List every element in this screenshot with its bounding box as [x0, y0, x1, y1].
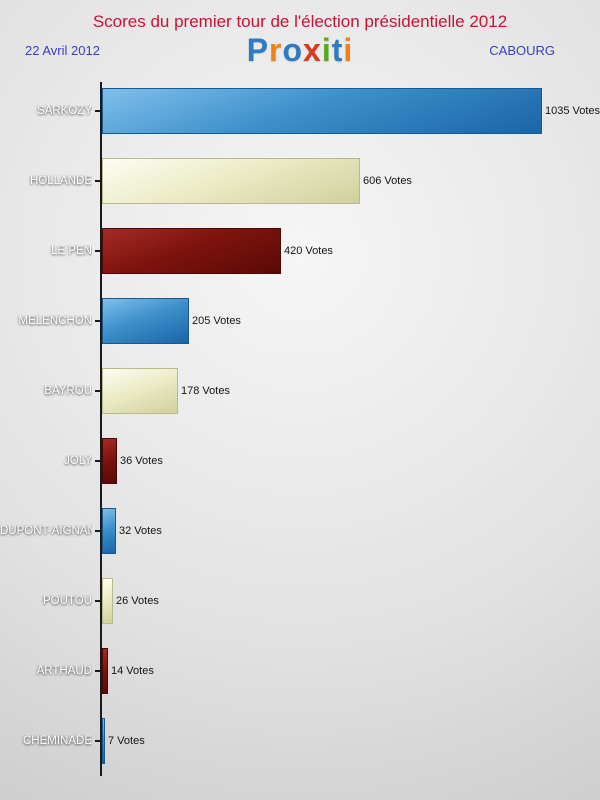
bar-chart: SARKOZY 1035 Votes HOLLANDE 606 Votes LE…: [0, 76, 600, 776]
bar: [102, 438, 117, 484]
bar-row: ARTHAUD 14 Votes: [0, 636, 600, 706]
axis-tick-icon: [95, 530, 100, 532]
value-label: 36 Votes: [120, 455, 163, 467]
candidate-label: POUTOU: [43, 595, 92, 607]
axis-tick-icon: [95, 250, 100, 252]
bar-row: LE PEN 420 Votes: [0, 216, 600, 286]
proxiti-logo: Proxiti: [0, 32, 600, 69]
bar: [102, 298, 189, 344]
logo-letter: i: [343, 32, 354, 68]
bar-rows: SARKOZY 1035 Votes HOLLANDE 606 Votes LE…: [0, 76, 600, 776]
bar-track: 36 Votes: [102, 426, 600, 496]
bar-row: HOLLANDE 606 Votes: [0, 146, 600, 216]
value-label: 606 Votes: [363, 175, 412, 187]
bar: [102, 368, 178, 414]
axis-tick-icon: [95, 600, 100, 602]
candidate-label: BAYROU: [44, 385, 92, 397]
bar: [102, 718, 105, 764]
candidate-label: JOLY: [64, 455, 92, 467]
value-label: 420 Votes: [284, 245, 333, 257]
candidate-label: HOLLANDE: [30, 175, 92, 187]
page-title: Scores du premier tour de l'élection pré…: [92, 12, 508, 31]
axis-tick-icon: [95, 460, 100, 462]
bar-track: 32 Votes: [102, 496, 600, 566]
value-label: 7 Votes: [108, 735, 145, 747]
bar-track: 178 Votes: [102, 356, 600, 426]
bar: [102, 508, 116, 554]
logo-letter: t: [331, 32, 344, 68]
bar: [102, 578, 113, 624]
logo-letter: i: [321, 32, 332, 68]
bar-row: DUPONT-AIGNAN 32 Votes: [0, 496, 600, 566]
axis-tick-icon: [95, 320, 100, 322]
bar: [102, 158, 360, 204]
bar: [102, 228, 281, 274]
axis-tick-icon: [95, 110, 100, 112]
axis-tick-icon: [95, 180, 100, 182]
bar-row: POUTOU 26 Votes: [0, 566, 600, 636]
axis-tick-icon: [95, 740, 100, 742]
candidate-label: SARKOZY: [37, 105, 92, 117]
logo-letter: r: [269, 32, 283, 68]
bar-row: CHEMINADE 7 Votes: [0, 706, 600, 776]
candidate-label: MELENCHON: [18, 315, 92, 327]
logo-letter: o: [282, 32, 304, 68]
bar-row: BAYROU 178 Votes: [0, 356, 600, 426]
value-label: 26 Votes: [116, 595, 159, 607]
value-label: 14 Votes: [111, 665, 154, 677]
bar-row: JOLY 36 Votes: [0, 426, 600, 496]
bar-track: 606 Votes: [102, 146, 600, 216]
logo-letter: P: [246, 32, 270, 68]
bar-track: 205 Votes: [102, 286, 600, 356]
candidate-label: DUPONT-AIGNAN: [0, 525, 92, 537]
bar-row: SARKOZY 1035 Votes: [0, 76, 600, 146]
bar: [102, 88, 542, 134]
value-label: 205 Votes: [192, 315, 241, 327]
candidate-label: CHEMINADE: [22, 735, 92, 747]
date-label: 22 Avril 2012: [25, 43, 100, 58]
bar-track: 14 Votes: [102, 636, 600, 706]
y-axis-line: [100, 82, 102, 776]
axis-tick-icon: [95, 390, 100, 392]
candidate-label: ARTHAUD: [36, 665, 92, 677]
bar-track: 1035 Votes: [102, 76, 600, 146]
bar-row: MELENCHON 205 Votes: [0, 286, 600, 356]
bar: [102, 648, 108, 694]
value-label: 178 Votes: [181, 385, 230, 397]
bar-track: 420 Votes: [102, 216, 600, 286]
logo-letter: x: [303, 32, 322, 68]
value-label: 1035 Votes: [545, 105, 600, 117]
value-label: 32 Votes: [119, 525, 162, 537]
candidate-label: LE PEN: [51, 245, 92, 257]
axis-tick-icon: [95, 670, 100, 672]
city-label: CABOURG: [489, 43, 555, 58]
bar-track: 7 Votes: [102, 706, 600, 776]
bar-track: 26 Votes: [102, 566, 600, 636]
